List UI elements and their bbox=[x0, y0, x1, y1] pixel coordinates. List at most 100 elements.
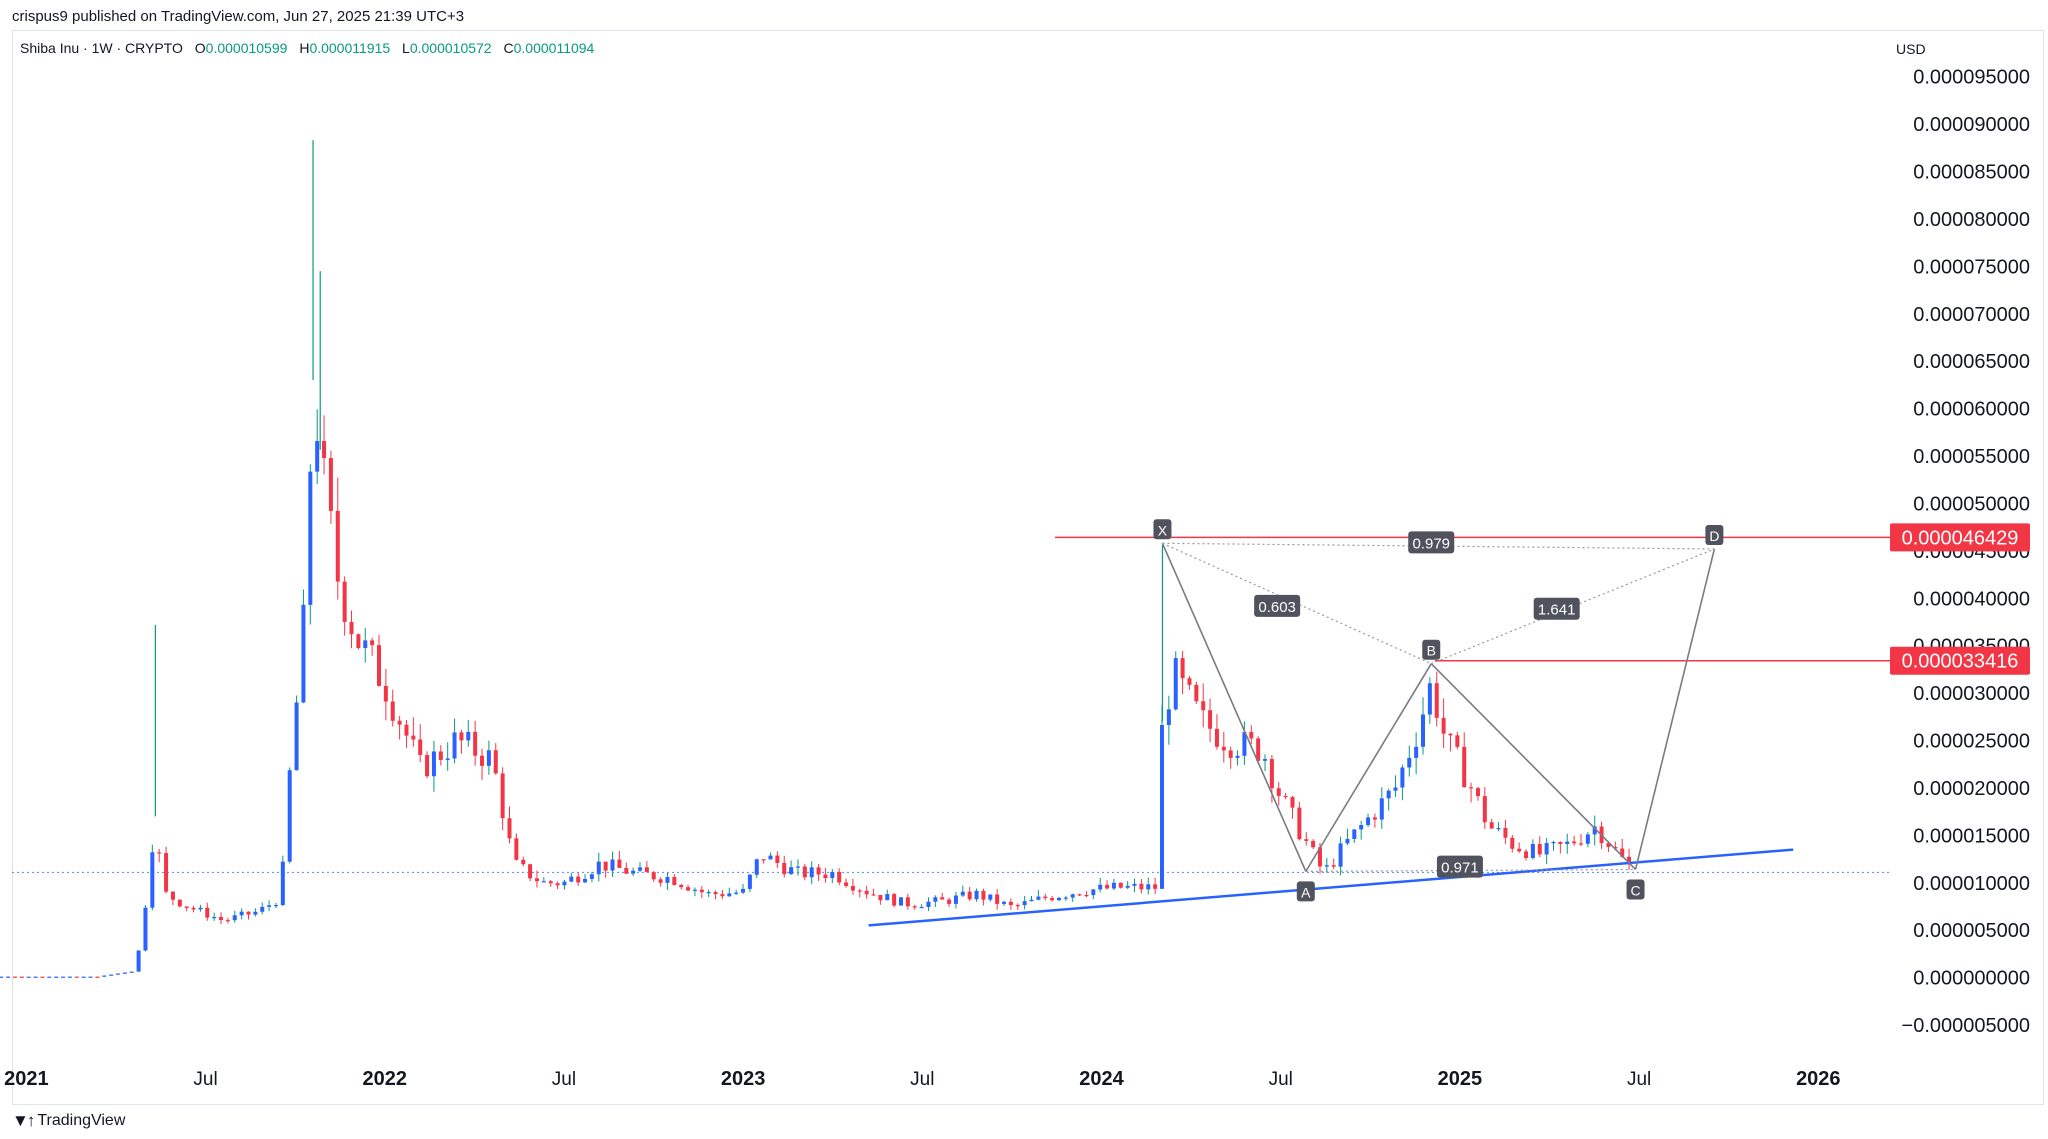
candle-body bbox=[383, 685, 388, 702]
candle-body bbox=[219, 917, 224, 921]
candle-body bbox=[1214, 728, 1219, 747]
candle-body bbox=[1462, 746, 1467, 788]
x-tick-label: 2022 bbox=[362, 1068, 407, 1090]
pattern-point-label: D bbox=[1709, 528, 1719, 544]
y-tick-label: 0.000080000 bbox=[1913, 209, 2030, 231]
candle-body bbox=[610, 859, 615, 871]
candle-body bbox=[1324, 865, 1329, 867]
close-value: 0.000011094 bbox=[513, 40, 595, 56]
candle-body bbox=[644, 867, 649, 873]
y-tick-label: 0.000065000 bbox=[1913, 351, 2030, 373]
x-tick-label: Jul bbox=[910, 1069, 934, 1090]
candle-body bbox=[541, 881, 546, 883]
candle-body bbox=[1627, 856, 1632, 865]
candle-body bbox=[795, 866, 800, 868]
candle-body bbox=[864, 890, 869, 895]
candle-body bbox=[1469, 787, 1474, 789]
candle-body bbox=[280, 861, 285, 906]
candle-body bbox=[54, 976, 59, 978]
ratio-label: 0.979 bbox=[1412, 535, 1450, 552]
candle-body bbox=[981, 890, 986, 900]
candle-body bbox=[466, 731, 471, 741]
pattern-point-label: C bbox=[1630, 882, 1640, 898]
candle-body bbox=[150, 852, 155, 908]
candle-body bbox=[273, 905, 278, 907]
close-label: C bbox=[503, 40, 514, 56]
candle-body bbox=[1002, 901, 1007, 904]
candle-body bbox=[115, 973, 120, 975]
low-label: L bbox=[402, 40, 410, 56]
pattern-ratio-line bbox=[1162, 542, 1432, 665]
candle-body bbox=[431, 751, 436, 777]
ratio-marker bbox=[1254, 594, 1301, 617]
candle-body bbox=[438, 751, 443, 760]
candle-body bbox=[1063, 897, 1068, 899]
candle-body bbox=[651, 872, 656, 880]
candle-body bbox=[1606, 843, 1611, 847]
pattern-point-marker bbox=[1422, 639, 1441, 660]
symbol-title: Shiba Inu · 1W · CRYPTO bbox=[20, 40, 183, 56]
candle-body bbox=[727, 893, 732, 897]
candle-body bbox=[686, 887, 691, 891]
candle-body bbox=[528, 864, 533, 879]
candle-body bbox=[514, 838, 519, 860]
candle-body bbox=[589, 874, 594, 879]
candle-body bbox=[521, 859, 526, 865]
candle-body bbox=[768, 855, 773, 860]
candle-body bbox=[1228, 750, 1233, 758]
pattern-point-label: A bbox=[1301, 884, 1311, 900]
tradingview-logo-icon: ▼↑ bbox=[12, 1111, 35, 1130]
low-value: 0.000010572 bbox=[409, 40, 492, 56]
candle-body bbox=[95, 976, 100, 978]
candle-body bbox=[363, 640, 368, 649]
pattern-leg bbox=[1634, 548, 1716, 870]
symbol-legend: Shiba Inu · 1W · CRYPTO O0.000010599 H0.… bbox=[20, 40, 594, 56]
candle-body bbox=[933, 897, 938, 902]
y-tick-label: 0.000025000 bbox=[1913, 731, 2030, 753]
candle-body bbox=[61, 976, 66, 978]
candle-body bbox=[555, 883, 560, 886]
y-tick-label: 0.000040000 bbox=[1913, 588, 2030, 610]
candle-body bbox=[1359, 825, 1364, 830]
candle-body bbox=[967, 891, 972, 900]
candle-body bbox=[1386, 790, 1391, 799]
candle-body bbox=[1620, 848, 1625, 857]
candle-body bbox=[1276, 788, 1281, 796]
candle-body bbox=[1056, 897, 1061, 901]
candle-body bbox=[88, 976, 93, 978]
candle-body bbox=[1105, 884, 1110, 889]
candle-body bbox=[1448, 733, 1453, 736]
candle-body bbox=[1537, 844, 1542, 855]
candle-body bbox=[940, 897, 945, 900]
candle-body bbox=[342, 581, 347, 622]
y-tick-label: 0.000070000 bbox=[1913, 304, 2030, 326]
publish-attribution: crispus9 published on TradingView.com, J… bbox=[12, 8, 465, 25]
candle-body bbox=[1551, 841, 1556, 844]
pattern-point-marker bbox=[1296, 881, 1315, 902]
candle-body bbox=[1352, 829, 1357, 839]
candle-body bbox=[349, 621, 354, 635]
candle-body bbox=[912, 906, 917, 908]
candle-body bbox=[425, 755, 430, 777]
candle-body bbox=[102, 975, 107, 977]
candle-body bbox=[988, 894, 993, 900]
price-badge-label: 0.000033416 bbox=[1902, 651, 2019, 673]
y-tick-label: 0.000060000 bbox=[1913, 399, 2030, 421]
candle-body bbox=[452, 732, 457, 759]
candle-body bbox=[1098, 884, 1103, 890]
pattern-ratio-line bbox=[1431, 548, 1715, 665]
candle-body bbox=[1022, 901, 1027, 906]
candle-body bbox=[1283, 795, 1288, 798]
candle-body bbox=[953, 895, 958, 904]
candle-body bbox=[239, 911, 244, 916]
candle-body bbox=[287, 770, 292, 862]
candle-body bbox=[1311, 840, 1316, 848]
price-chart[interactable]: −0.000005000 0.000000000 0.000005000 0.0000… bbox=[0, 0, 2048, 1105]
ratio-label: 0.603 bbox=[1258, 599, 1296, 616]
candle-body bbox=[1084, 895, 1089, 897]
candle-body bbox=[713, 892, 718, 895]
candle-body bbox=[1221, 746, 1226, 751]
y-tick-label: 0.000050000 bbox=[1913, 493, 2030, 515]
candle-body bbox=[692, 889, 697, 891]
pattern-leg bbox=[1430, 663, 1637, 871]
